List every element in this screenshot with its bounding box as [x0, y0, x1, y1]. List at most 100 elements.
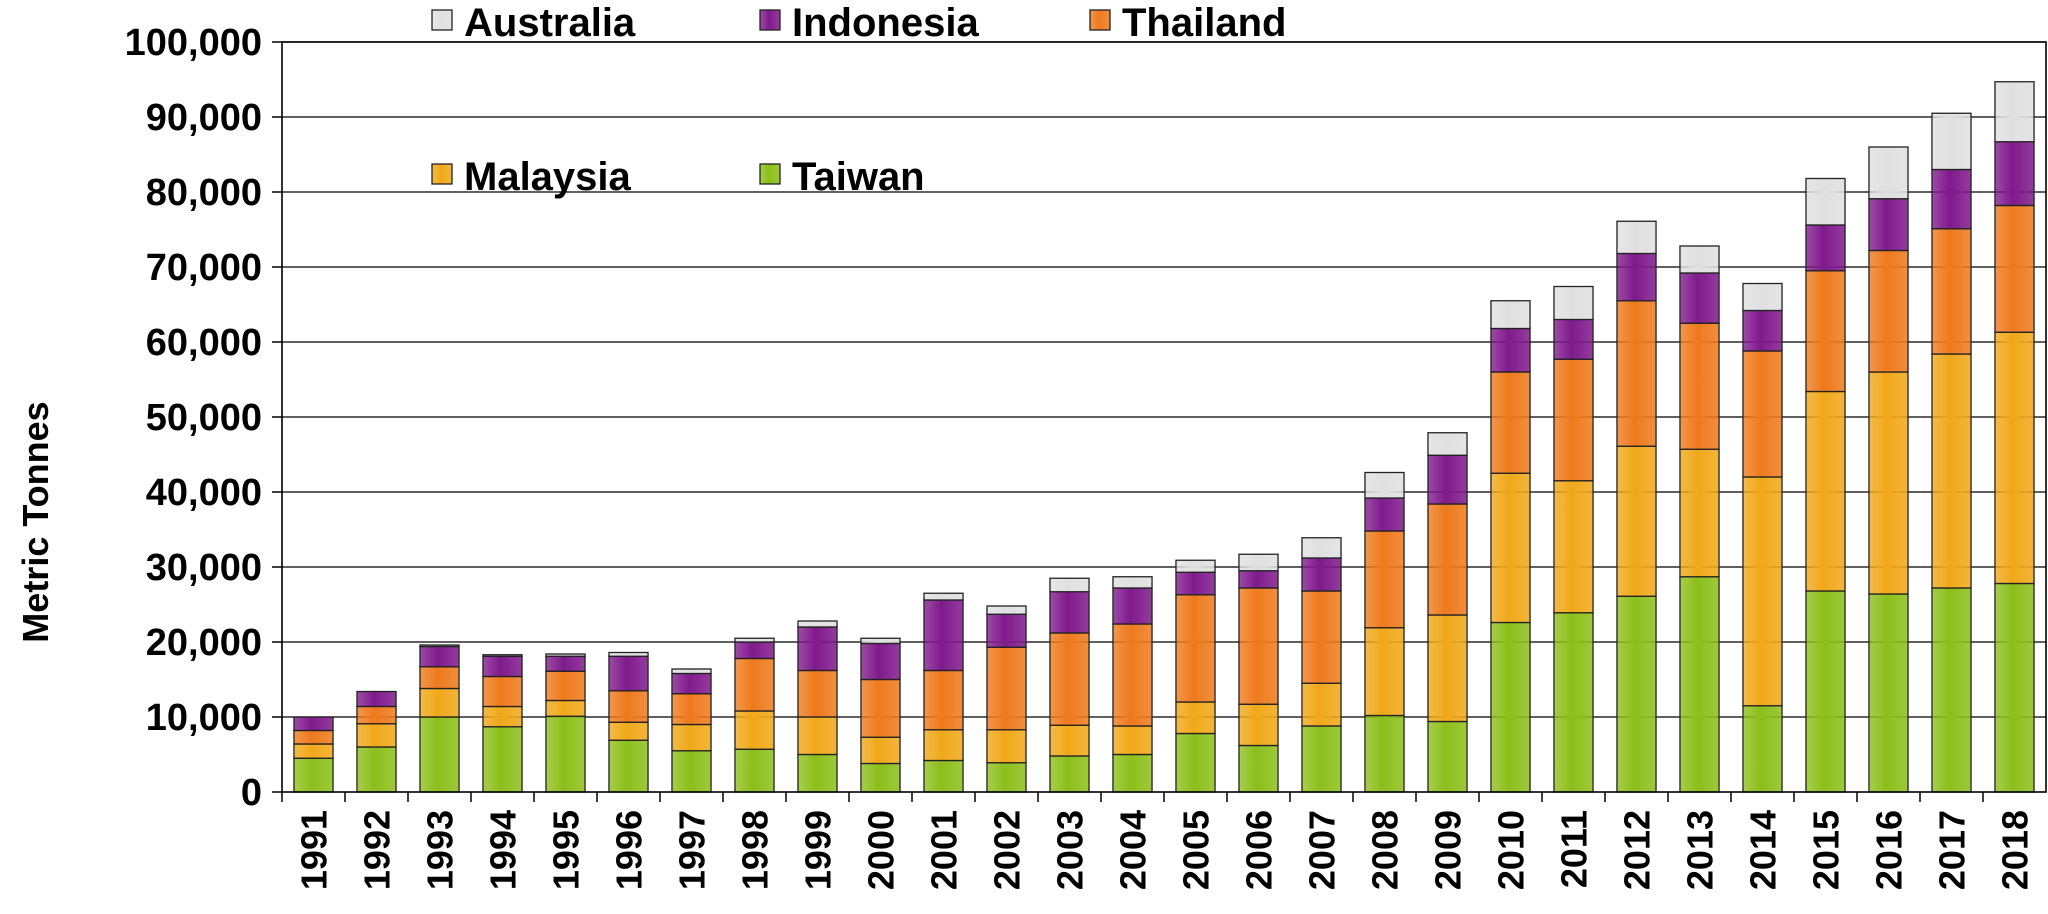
bar-indonesia-2000	[860, 642, 901, 681]
bar-indonesia-2005	[1175, 571, 1216, 596]
axes	[281, 41, 2047, 793]
y-tick-label: 90,000	[146, 97, 262, 139]
y-tick-label: 60,000	[146, 322, 262, 364]
bar-stack-2001	[923, 592, 964, 793]
x-tick-label: 2001	[924, 810, 965, 890]
bar-australia-2004	[1112, 576, 1153, 589]
bar-indonesia-1996	[608, 655, 649, 692]
bar-indonesia-2014	[1742, 309, 1783, 352]
bar-taiwan-1994	[482, 726, 523, 793]
bar-taiwan-2014	[1742, 705, 1783, 793]
bar-stack-1993	[419, 644, 460, 793]
bar-stack-2014	[1742, 282, 1783, 793]
bar-malaysia-1994	[482, 705, 523, 728]
bar-stack-1994	[482, 654, 523, 793]
bar-australia-2000	[860, 637, 901, 645]
y-tick-labels: 0 10,000 20,000 30,000 40,000 50,000 60,000 70,…	[125, 22, 262, 814]
bar-thailand-1994	[482, 675, 523, 708]
bar-thailand-2016	[1868, 249, 1909, 373]
x-tick-label: 1998	[735, 810, 776, 890]
bar-thailand-2014	[1742, 350, 1783, 478]
y-tick-label: 100,000	[125, 22, 262, 64]
bar-taiwan-1997	[671, 750, 712, 793]
bar-taiwan-2017	[1931, 587, 1972, 793]
bar-australia-2018	[1994, 81, 2035, 143]
bar-australia-2015	[1805, 177, 1846, 226]
legend-swatch	[1089, 9, 1111, 31]
bars	[293, 81, 2035, 793]
bar-stack-2000	[860, 637, 901, 793]
legend-swatch	[759, 163, 781, 185]
legend-label: Malaysia	[464, 155, 632, 199]
bar-malaysia-1992	[356, 723, 397, 748]
x-tick-labels: 1991 1992 1993 1994 1995 1996 1997 1998 1999 2000…	[294, 810, 2036, 890]
x-tick-label: 2014	[1743, 810, 1784, 890]
bar-malaysia-2008	[1364, 627, 1405, 717]
bar-thailand-2011	[1553, 358, 1594, 482]
x-tick-label: 2006	[1239, 810, 1280, 890]
bar-stack-2007	[1301, 537, 1342, 793]
bar-malaysia-2005	[1175, 701, 1216, 735]
bar-taiwan-1991	[293, 757, 334, 793]
bar-australia-1997	[671, 668, 712, 675]
bar-taiwan-2011	[1553, 612, 1594, 793]
bar-indonesia-2001	[923, 599, 964, 672]
y-tick-label: 80,000	[146, 172, 262, 214]
bar-australia-2002	[986, 605, 1027, 615]
x-tick-label: 1995	[546, 810, 587, 890]
bar-malaysia-1993	[419, 687, 460, 718]
bar-australia-2006	[1238, 553, 1279, 572]
bar-stack-2003	[1049, 577, 1090, 793]
bar-thailand-2006	[1238, 587, 1279, 705]
legend: Australia Indonesia Thailand Malaysia Taiwan	[431, 1, 1286, 199]
bar-thailand-2004	[1112, 623, 1153, 727]
bar-taiwan-2009	[1427, 720, 1468, 793]
bar-indonesia-2002	[986, 613, 1027, 648]
bar-australia-2005	[1175, 559, 1216, 573]
bar-thailand-2010	[1490, 371, 1531, 474]
bar-malaysia-2007	[1301, 682, 1342, 727]
bar-stack-2008	[1364, 471, 1405, 793]
x-tick-label: 2008	[1365, 810, 1406, 890]
bar-australia-2010	[1490, 300, 1531, 330]
bar-stack-1995	[545, 653, 586, 793]
bar-australia-2003	[1049, 577, 1090, 593]
bar-indonesia-1994	[482, 655, 523, 678]
x-tick-label: 2015	[1806, 810, 1847, 890]
bar-indonesia-1995	[545, 655, 586, 672]
bar-thailand-2001	[923, 669, 964, 731]
bar-australia-2014	[1742, 282, 1783, 312]
bar-indonesia-2011	[1553, 318, 1594, 360]
bar-stack-1991	[293, 716, 334, 793]
bar-australia-2016	[1868, 146, 1909, 200]
bar-thailand-1998	[734, 657, 775, 712]
bar-indonesia-2017	[1931, 168, 1972, 230]
y-tick-label: 20,000	[146, 622, 262, 664]
x-tick-label: 2017	[1932, 810, 1973, 890]
bar-stack-2018	[1994, 81, 2035, 793]
y-tick-label: 50,000	[146, 397, 262, 439]
bar-australia-1999	[797, 620, 838, 628]
x-tick-label: 2016	[1869, 810, 1910, 890]
bar-stack-2010	[1490, 300, 1531, 793]
bar-thailand-1997	[671, 693, 712, 726]
x-tick-label: 2004	[1113, 810, 1154, 890]
bar-taiwan-2002	[986, 762, 1027, 793]
legend-label: Indonesia	[792, 1, 979, 45]
bar-australia-2012	[1616, 220, 1657, 255]
bar-australia-1993	[419, 644, 460, 648]
legend-swatch	[431, 163, 453, 185]
bar-thailand-2012	[1616, 300, 1657, 447]
bar-indonesia-2012	[1616, 252, 1657, 302]
bar-indonesia-2018	[1994, 141, 2035, 207]
legend-swatch	[759, 9, 781, 31]
bar-malaysia-2013	[1679, 448, 1720, 578]
legend-label: Taiwan	[792, 155, 925, 199]
bar-indonesia-1992	[356, 690, 397, 708]
bar-indonesia-1997	[671, 672, 712, 695]
x-tick-label: 1992	[357, 810, 398, 890]
bar-malaysia-2014	[1742, 476, 1783, 707]
bar-stack-1992	[356, 690, 397, 793]
bar-indonesia-2016	[1868, 198, 1909, 252]
